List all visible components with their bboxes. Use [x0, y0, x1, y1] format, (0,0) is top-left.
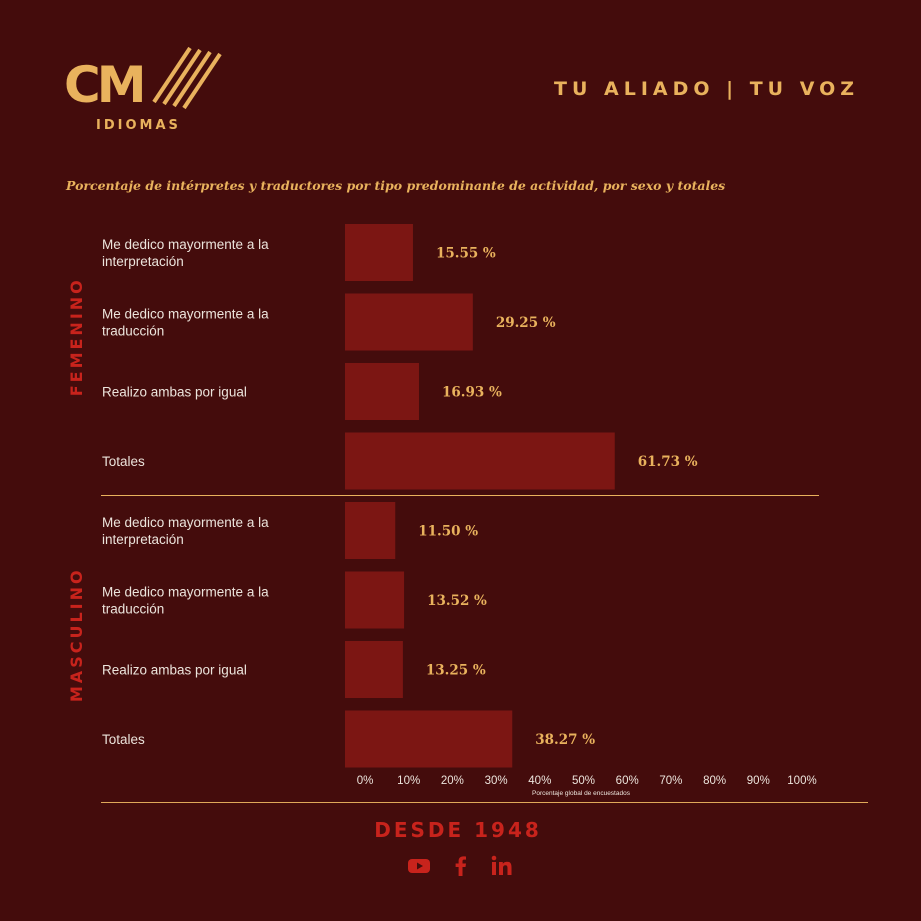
brand-logo: CM IDIOMAS	[64, 46, 224, 138]
logo-text: CM	[64, 56, 146, 114]
category-label-line: traducción	[102, 324, 164, 339]
x-tick-label: 0%	[357, 775, 374, 787]
x-tick-label: 10%	[397, 775, 420, 787]
category-label-line: interpretación	[102, 532, 184, 547]
x-tick-label: 20%	[441, 775, 464, 787]
category-label-line: Me dedico mayormente a la	[102, 585, 269, 600]
category-label-line: Realizo ambas por igual	[102, 663, 247, 678]
group-label: FEMENINO	[67, 277, 86, 396]
bar	[345, 571, 405, 629]
bar	[345, 224, 413, 281]
data-label: 61.73 %	[638, 454, 698, 470]
facebook-icon[interactable]	[449, 854, 473, 878]
x-tick-label: 50%	[572, 775, 595, 787]
category-label: Me dedico mayormente a la traducción	[102, 585, 269, 617]
data-label: 16.93 %	[442, 385, 502, 401]
logo-subtext: IDIOMAS	[96, 118, 181, 133]
category-label-line: traducción	[102, 602, 164, 617]
bar	[345, 641, 403, 698]
data-label: 13.25 %	[426, 663, 486, 679]
x-tick-label: 70%	[659, 775, 682, 787]
data-label: 15.55 %	[436, 246, 496, 262]
category-label: Realizo ambas por igual	[102, 385, 247, 400]
logo-stripes-icon	[152, 46, 222, 110]
bar	[345, 293, 473, 351]
youtube-icon[interactable]	[407, 854, 431, 878]
category-label-line: interpretación	[102, 254, 184, 269]
category-label-line: Me dedico mayormente a la	[102, 307, 269, 322]
x-tick-label: 90%	[747, 775, 770, 787]
linkedin-icon[interactable]	[490, 854, 514, 878]
data-label: 29.25 %	[496, 315, 556, 331]
since-label: DESDE 1948	[374, 818, 542, 842]
x-tick-label: 80%	[703, 775, 726, 787]
category-label-line: Realizo ambas por igual	[102, 385, 247, 400]
bar	[345, 432, 615, 490]
category-label-line: Me dedico mayormente a la	[102, 515, 269, 530]
data-label: 13.52 %	[427, 593, 487, 609]
chart-title: Porcentaje de intérpretes y traductores …	[66, 178, 726, 193]
x-axis-title: Porcentaje global de encuestados	[532, 790, 631, 797]
group-label: MASCULINO	[67, 567, 86, 702]
data-label: 38.27 %	[535, 732, 595, 748]
category-label-line: Totales	[102, 454, 145, 469]
footer-divider	[101, 802, 868, 803]
category-label: Me dedico mayormente a la traducción	[102, 307, 269, 339]
category-label: Realizo ambas por igual	[102, 663, 247, 678]
data-label: 11.50 %	[418, 524, 478, 540]
category-label: Me dedico mayormente a la interpretación	[102, 237, 269, 269]
category-label: Me dedico mayormente a la interpretación	[102, 515, 269, 547]
category-label-line: Totales	[102, 732, 145, 747]
slogan: TU ALIADO | TU VOZ	[554, 78, 859, 100]
category-label: Totales	[102, 454, 145, 469]
x-tick-label: 40%	[528, 775, 551, 787]
category-label-line: Me dedico mayormente a la	[102, 237, 269, 252]
category-label: Totales	[102, 732, 145, 747]
bar	[345, 363, 419, 420]
x-tick-label: 60%	[616, 775, 639, 787]
x-tick-label: 100%	[787, 775, 816, 787]
bar	[345, 502, 396, 559]
bar	[345, 710, 513, 768]
x-tick-label: 30%	[485, 775, 508, 787]
